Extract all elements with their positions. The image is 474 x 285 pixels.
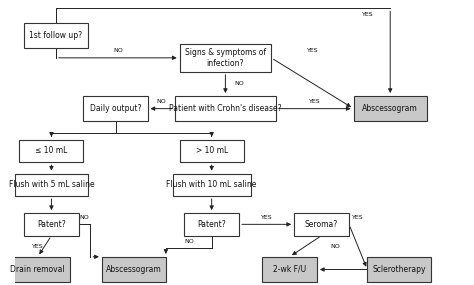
Text: 1st follow up?: 1st follow up? [29,31,82,40]
Text: 2-wk F/U: 2-wk F/U [273,265,306,274]
FancyBboxPatch shape [19,140,83,162]
FancyBboxPatch shape [367,257,431,282]
Text: YES: YES [309,99,320,104]
Text: NO: NO [234,82,244,86]
Text: Seroma?: Seroma? [305,220,338,229]
FancyBboxPatch shape [102,257,166,282]
Text: ≤ 10 mL: ≤ 10 mL [35,146,68,155]
FancyBboxPatch shape [294,213,349,236]
Text: Signs & symptoms of
infection?: Signs & symptoms of infection? [185,48,266,68]
Text: Daily output?: Daily output? [90,104,141,113]
Text: Patent?: Patent? [197,220,226,229]
Text: YES: YES [362,12,373,17]
FancyBboxPatch shape [180,44,271,72]
Text: Patent?: Patent? [37,220,66,229]
Text: > 10 mL: > 10 mL [196,146,228,155]
Text: YES: YES [307,48,318,53]
Text: NO: NO [330,244,340,249]
Text: NO: NO [113,48,123,53]
FancyBboxPatch shape [180,140,244,162]
Text: NO: NO [184,239,194,245]
Text: Flush with 5 mL saline: Flush with 5 mL saline [9,180,94,189]
FancyBboxPatch shape [184,213,239,236]
FancyBboxPatch shape [83,96,147,121]
Text: YES: YES [32,244,44,249]
FancyBboxPatch shape [173,174,251,196]
Text: Patient with Crohn's disease?: Patient with Crohn's disease? [169,104,282,113]
FancyBboxPatch shape [262,257,317,282]
FancyBboxPatch shape [6,257,70,282]
Text: YES: YES [261,215,273,220]
Text: NO: NO [156,99,166,104]
FancyBboxPatch shape [24,213,79,236]
Text: Sclerotherapy: Sclerotherapy [373,265,426,274]
Text: Abscessogram: Abscessogram [106,265,162,274]
FancyBboxPatch shape [354,96,427,121]
FancyBboxPatch shape [175,96,276,121]
Text: YES: YES [352,215,364,220]
Text: NO: NO [80,215,90,220]
FancyBboxPatch shape [24,23,88,48]
FancyBboxPatch shape [15,174,88,196]
Text: Flush with 10 mL saline: Flush with 10 mL saline [166,180,257,189]
Text: Abscessogram: Abscessogram [362,104,418,113]
Text: Drain removal: Drain removal [10,265,65,274]
